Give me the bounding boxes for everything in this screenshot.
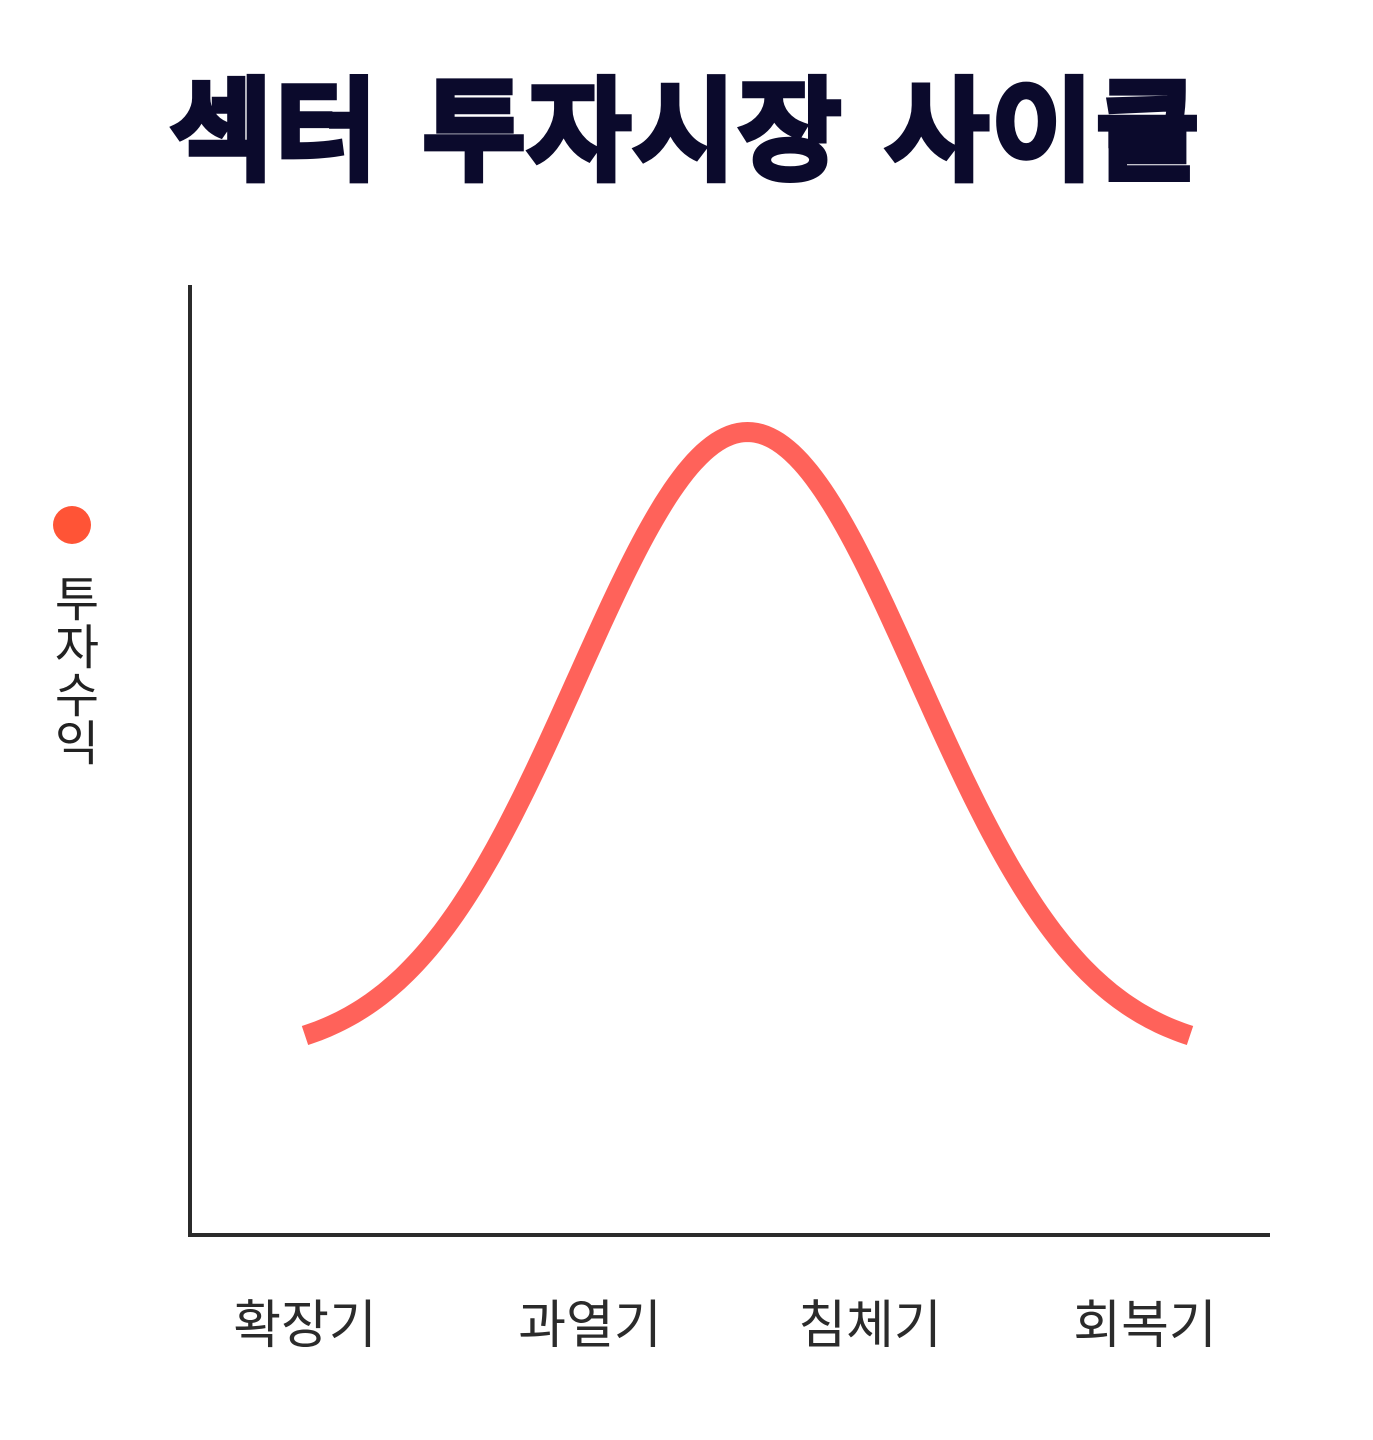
x-tick-label: 과열기	[518, 1296, 662, 1356]
x-tick-label: 침체기	[798, 1296, 942, 1356]
y-axis-label: 투자수익	[44, 574, 100, 766]
cycle-curve-line	[301, 421, 1194, 1046]
y-axis-legend: 투자수익	[40, 506, 104, 766]
x-tick-labels: 확장기 과열기 침체기 회복기	[233, 1296, 1217, 1356]
x-tick-label: 확장기	[233, 1296, 377, 1356]
chart-title: 섹터 투자시장 사이클	[168, 65, 1203, 199]
legend-dot-icon	[53, 506, 91, 544]
x-tick-label: 회복기	[1073, 1296, 1217, 1356]
